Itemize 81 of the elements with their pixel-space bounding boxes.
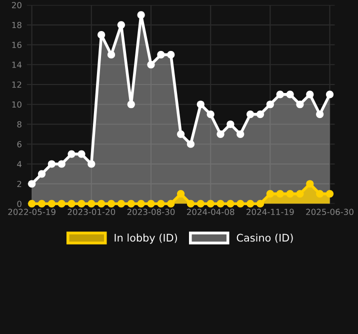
- y-tick-label: 8: [17, 121, 22, 128]
- point: [306, 90, 314, 98]
- point: [78, 200, 86, 208]
- point: [236, 130, 244, 138]
- point: [316, 110, 324, 118]
- y-tick-label: 4: [17, 161, 22, 168]
- legend-label: In lobby (ID): [114, 234, 177, 244]
- point: [326, 90, 334, 98]
- point: [167, 50, 175, 58]
- point: [28, 180, 36, 188]
- point: [196, 200, 204, 208]
- point: [38, 170, 46, 178]
- point: [316, 190, 324, 198]
- point: [127, 200, 135, 208]
- y-tick-label: 12: [12, 81, 22, 88]
- point: [306, 180, 314, 188]
- point: [266, 190, 274, 198]
- point: [226, 200, 234, 208]
- point: [58, 200, 66, 208]
- y-tick-label: 18: [12, 22, 22, 28]
- point: [58, 160, 66, 168]
- point: [48, 200, 56, 208]
- point: [256, 110, 264, 118]
- point: [186, 200, 195, 208]
- point: [206, 110, 214, 118]
- point: [276, 90, 284, 98]
- point: [157, 50, 165, 58]
- x-tick-label: 2023-08-30: [127, 208, 175, 216]
- point: [78, 150, 86, 158]
- point: [127, 100, 135, 108]
- point: [88, 200, 96, 208]
- point: [137, 11, 145, 19]
- y-tick-label: 20: [12, 2, 22, 8]
- point: [68, 150, 76, 158]
- point: [98, 31, 106, 39]
- point: [296, 100, 304, 108]
- point: [68, 200, 76, 208]
- point: [286, 90, 294, 98]
- point: [216, 130, 224, 138]
- point: [107, 50, 116, 58]
- point: [147, 200, 155, 208]
- point: [157, 200, 165, 208]
- point: [186, 140, 195, 148]
- y-tick-label: 16: [12, 42, 22, 48]
- point: [206, 200, 214, 208]
- point: [286, 190, 294, 198]
- y-tick-label: 10: [12, 101, 22, 108]
- point: [107, 200, 116, 208]
- point: [88, 160, 96, 168]
- point: [326, 190, 334, 198]
- point: [246, 200, 254, 208]
- point: [48, 160, 56, 168]
- point: [196, 100, 204, 108]
- point: [28, 200, 36, 208]
- point: [226, 120, 234, 128]
- point: [137, 200, 145, 208]
- point: [246, 110, 254, 118]
- x-tick-label: 2024-04-08: [186, 208, 234, 216]
- point: [236, 200, 244, 208]
- x-tick-label: 2025-06-30: [306, 208, 354, 216]
- point: [276, 190, 284, 198]
- point: [117, 200, 126, 208]
- point: [147, 60, 155, 68]
- point: [117, 21, 126, 29]
- x-tick-label: 2024-11-19: [246, 208, 294, 216]
- point: [176, 130, 185, 138]
- point: [176, 190, 185, 198]
- y-tick-label: 2: [17, 180, 22, 188]
- legend-label: Casino (ID): [236, 234, 293, 243]
- y-tick-label: 0: [17, 200, 22, 208]
- point: [98, 200, 106, 208]
- point: [38, 200, 46, 208]
- point: [167, 200, 175, 208]
- point: [216, 200, 224, 208]
- x-tick-label: 2022-05-19: [8, 208, 56, 216]
- point: [266, 100, 274, 108]
- point: [296, 190, 304, 198]
- x-tick-label: 2023-01-20: [68, 208, 116, 216]
- y-tick-label: 14: [12, 62, 22, 68]
- point: [256, 200, 264, 208]
- y-tick-label: 6: [17, 141, 22, 148]
